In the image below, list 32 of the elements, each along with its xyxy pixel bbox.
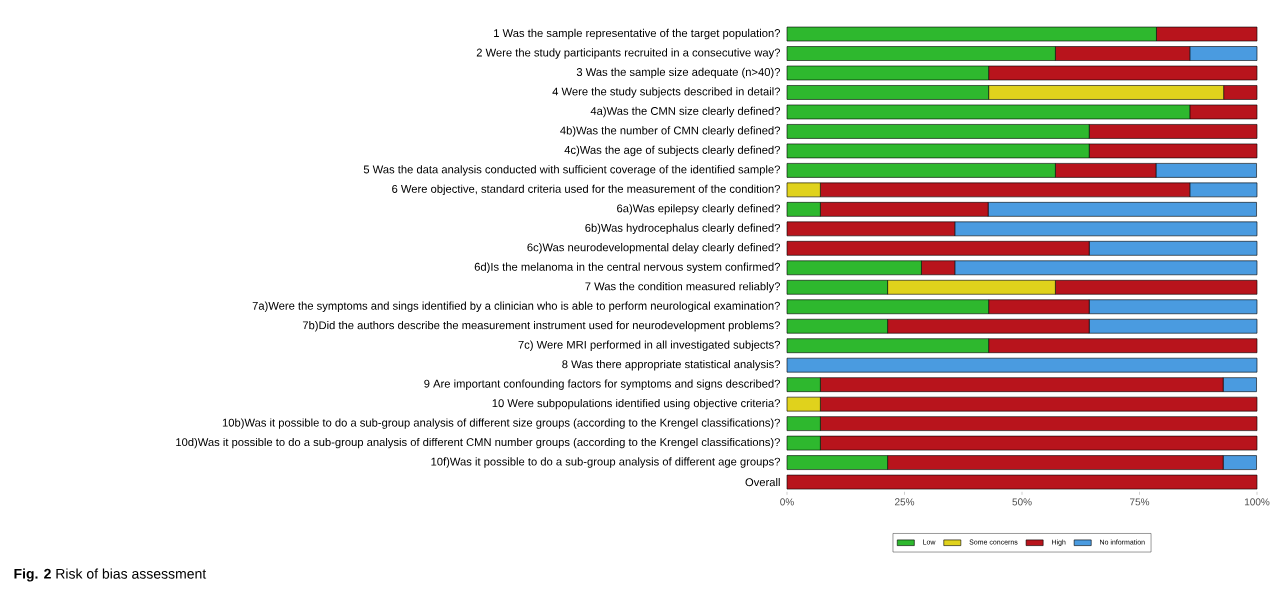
- y-tick-label: 8 Was there appropriate statistical analysis?: [562, 359, 781, 371]
- x-tick-label: 25%: [895, 498, 915, 506]
- x-tick-label: 0%: [780, 498, 794, 506]
- y-tick-label: 1 Was the sample representative of the target population?: [494, 28, 781, 40]
- bar: [786, 474, 1258, 490]
- y-tick-label: 7a)Were the symptoms and sings identified by a clinician who is able to perform neurological examination?: [252, 301, 780, 312]
- bar: [786, 357, 1258, 373]
- y-tick-label: 5 Was the data analysis conducted with sufficient coverage of the identified sample?: [363, 165, 780, 176]
- x-tick-label: 75%: [1130, 498, 1150, 506]
- y-tick-label: 7b)Did the authors describe the measurement instrument used for neurodevelopment problems?: [302, 321, 780, 332]
- y-tick-label: 7 Was the condition measured reliably?: [585, 282, 781, 293]
- y-tick-label: Overall: [745, 477, 780, 487]
- text: Fig. 2 Risk of bias assessment: [14, 568, 207, 582]
- y-tick-label: 6c)Was neurodevelopmental delay clearly defined?: [527, 243, 781, 254]
- y-tick-label: 10b)Was it possible to do a sub-group analysis of different size groups (according to the Krengel classifications)?: [222, 418, 780, 429]
- y-tick-label: 2 Were the study participants recruited in a consecutive way?: [476, 48, 781, 59]
- y-tick-label: 4 Were the study subjects described in detail?: [552, 87, 781, 98]
- y-tick-label: 6a)Was epilepsy clearly defined?: [617, 204, 781, 215]
- y-tick-label: 6d)Is the melanoma in the central nervous system confirmed?: [474, 262, 781, 274]
- y-tick-label: 10d)Was it possible to do a sub-group analysis of different CMN number groups (according to the Krengel classifications)?: [176, 437, 780, 449]
- y-tick-label: 10 Were subpopulations identified using objective criteria?: [492, 398, 781, 410]
- y-tick-label: 9 Are important confounding factors for symptoms and signs described?: [424, 379, 781, 390]
- y-tick-label: 3 Was the sample size adequate (n>40)?: [576, 67, 781, 79]
- y-tick-label: 7c) Were MRI performed in all investigated subjects?: [518, 340, 781, 351]
- x-tick-label: 50%: [1012, 498, 1032, 506]
- y-tick-label: 4a)Was the CMN size clearly defined?: [590, 106, 781, 118]
- y-tick-label: 10f)Was it possible to do a sub-group analysis of different age groups?: [431, 457, 781, 468]
- y-tick-label: 4b)Was the number of CMN clearly defined?: [560, 126, 781, 137]
- y-tick-label: 4c)Was the age of subjects clearly defined?: [564, 145, 781, 157]
- y-tick-label: 6b)Was hydrocephalus clearly defined?: [585, 223, 781, 235]
- x-tick-label: 100%: [1244, 498, 1270, 506]
- y-tick-label: 6 Were objective, standard criteria used for the measurement of the condition?: [392, 184, 781, 196]
